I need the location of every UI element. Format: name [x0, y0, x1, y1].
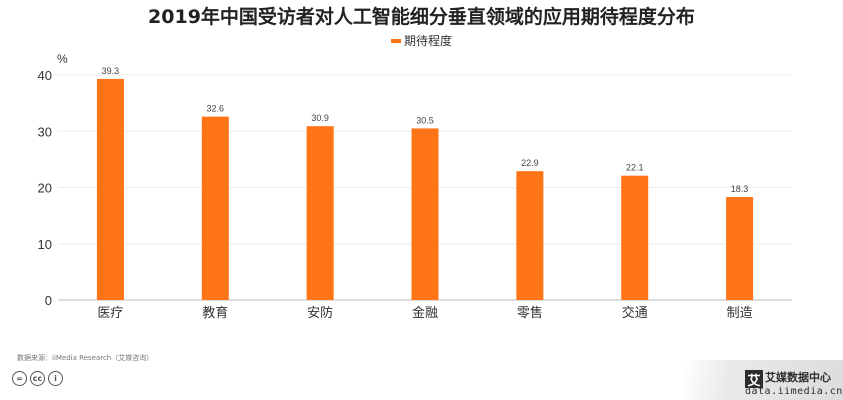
data-labels: 39.3 32.6 30.9 30.5 22.9 22.1 18.3 — [102, 66, 749, 194]
y-tick-label: 20 — [38, 181, 52, 196]
data-source: 数据来源：iiMedia Research（艾媒咨询） — [17, 354, 154, 362]
data-label: 30.5 — [416, 115, 434, 125]
y-tick-label: 40 — [38, 68, 52, 83]
x-tick-label: 交通 — [622, 305, 648, 321]
cc-nd-icon: = — [12, 371, 27, 386]
y-tick-label: 30 — [38, 124, 52, 139]
x-tick-label: 安防 — [307, 305, 333, 321]
data-label: 22.9 — [521, 158, 539, 168]
chart-legend: 期待程度 — [0, 32, 843, 49]
axes: 0 10 20 30 40% 医疗 教育 安防 金融 零售 交通 制造 — [38, 52, 792, 321]
x-tick-label: 医疗 — [97, 306, 123, 321]
x-tick-label: 制造 — [727, 306, 753, 321]
y-tick-label: 0 — [45, 293, 52, 308]
data-label: 39.3 — [102, 66, 120, 76]
chart-title: 2019年中国受访者对人工智能细分垂直领域的应用期待程度分布 — [148, 6, 695, 28]
license-icons: = cc i — [12, 371, 63, 386]
legend-swatch — [390, 38, 401, 43]
brand-name: 艾媒数据中心 — [765, 371, 831, 384]
brand-url: data.iimedia.cn — [745, 386, 843, 397]
x-tick-label: 零售 — [517, 305, 543, 321]
bar — [621, 175, 649, 300]
cc-by-icon: i — [48, 371, 63, 386]
bar — [306, 126, 334, 300]
data-label: 30.9 — [311, 113, 329, 123]
x-tick-label: 教育 — [202, 305, 228, 321]
bar — [411, 128, 439, 300]
bar — [726, 197, 754, 300]
bars — [96, 78, 754, 300]
cc-icon: cc — [30, 371, 45, 386]
bar — [201, 116, 229, 300]
data-label: 32.6 — [207, 104, 225, 114]
bar — [516, 171, 544, 300]
bar — [96, 78, 124, 300]
legend-label: 期待程度 — [403, 34, 452, 48]
y-tick-label: 10 — [38, 237, 52, 252]
x-tick-label: 金融 — [412, 305, 438, 321]
data-label: 18.3 — [731, 184, 749, 194]
y-axis-unit: % — [57, 52, 68, 66]
brand-banner — [683, 360, 843, 400]
data-label: 22.1 — [626, 163, 644, 173]
brand-logo: 艾 — [745, 370, 763, 389]
